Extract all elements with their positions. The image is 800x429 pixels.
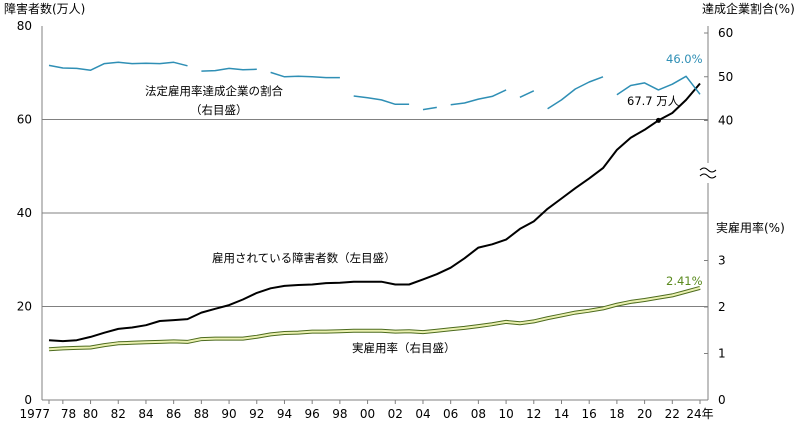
right-top-tick-label: 40 [718,114,733,128]
employed-end-label: 67.7 万人 [627,94,680,108]
x-tick-label: 12 [526,407,541,421]
left-tick-label: 80 [17,19,32,33]
x-tick-label: 1977 [19,407,50,421]
x-tick-label: 90 [221,407,236,421]
share-line-segment [201,67,257,72]
x-tick-label: 00 [360,407,375,421]
share-line-segment [547,76,604,110]
x-tick-label: 94 [277,407,292,421]
grid [42,119,708,307]
share-line-segment [270,71,340,79]
share-label-line2: （右目盛） [190,103,248,117]
x-tick-label: 98 [332,407,347,421]
rate-label: 実雇用率（右目盛） [352,341,456,355]
x-tick-label: 08 [471,407,486,421]
employed-label: 雇用されている障害者数（左目盛） [212,251,396,265]
right-bottom-tick-label: 3 [718,254,726,268]
share-line-segment [450,89,507,106]
right-bottom-tick-label: 1 [718,347,726,361]
share-line-segment [353,95,410,106]
share-line-segment [422,106,437,111]
right-top-tick-label: 50 [718,70,733,84]
x-tick-label: 80 [83,407,98,421]
right-axis-title-bottom: 実雇用率(%) [716,220,785,235]
left-axis-title: 障害者数(万人) [4,1,85,16]
x-tick-label: 84 [138,407,153,421]
x-tick-label: 22 [665,407,680,421]
x-tick-label: 04 [415,407,430,421]
x-tick-label: 14 [554,407,569,421]
left-tick-label: 0 [24,393,32,407]
share-line-segment [48,61,188,71]
x-tick-label: 18 [609,407,624,421]
x-tick-label: 10 [498,407,513,421]
x-tick-label: 96 [305,407,320,421]
x-tick-label: 88 [194,407,209,421]
left-tick-label: 40 [17,206,32,220]
x-tick-label: 16 [582,407,597,421]
x-tick-label: 06 [443,407,458,421]
left-tick-label: 60 [17,113,32,127]
x-tick-label: 78 [61,407,76,421]
right-axis-title-top: 達成企業割合(%) [702,1,795,16]
right-top-tick-label: 60 [718,26,733,40]
x-tick-label: 82 [111,407,126,421]
share-line-segment [616,75,701,96]
x-tick-label: 24年 [686,407,713,421]
share-line-segment [519,90,535,98]
employed-line [48,82,701,343]
x-tick-label: 86 [166,407,181,421]
share-end-label: 46.0% [666,52,703,66]
x-tick-label: 02 [388,407,403,421]
right-bottom-tick-label: 2 [718,300,726,314]
x-tick-label: 92 [249,407,264,421]
employed-marker [655,117,661,123]
axis-break-mark [699,167,717,179]
series [48,61,701,352]
right-bottom-tick-label: 0 [718,393,726,407]
rate-line-fill [48,286,701,351]
share-label-line1: 法定雇用率達成企業の割合 [145,84,283,98]
x-tick-label: 20 [637,407,652,421]
left-tick-label: 20 [17,300,32,314]
rate-end-label: 2.41% [666,274,703,288]
axes [41,26,717,404]
